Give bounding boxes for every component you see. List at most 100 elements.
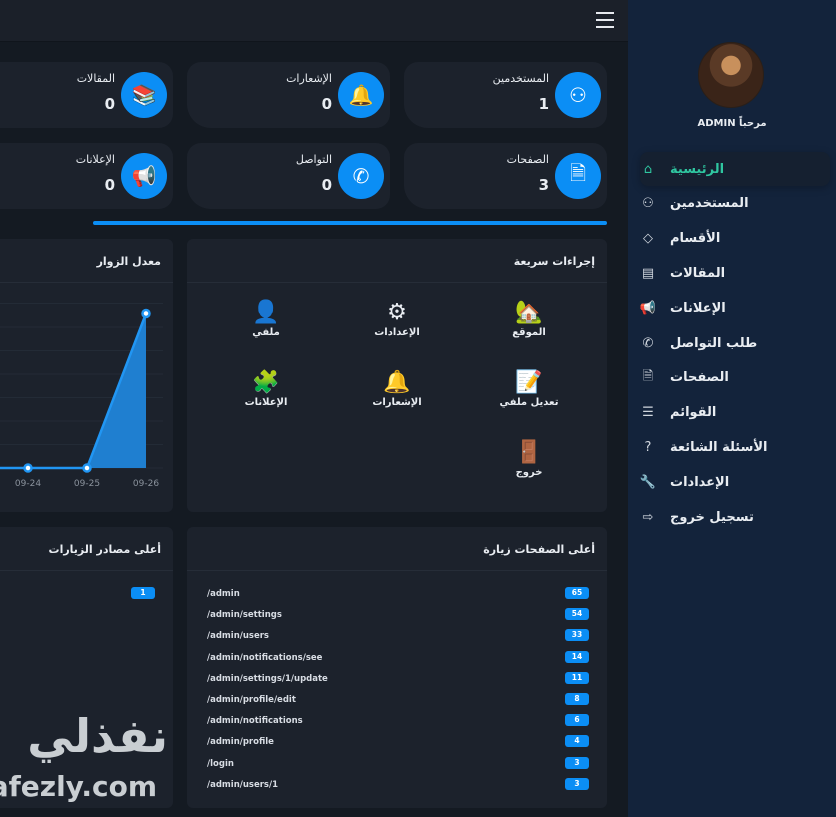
quick-action[interactable]: 🔔 الإشعارات <box>352 369 442 408</box>
logout-icon: ⇨ <box>642 509 654 525</box>
stat-value: 1 <box>538 95 549 113</box>
table-row[interactable]: /admin/settings 54 <box>207 606 589 627</box>
sidebar-item[interactable]: ✆ طلب التواصل <box>640 326 830 360</box>
sidebar-item[interactable]: 📢 الإعلانات <box>640 291 830 325</box>
stat-value: 0 <box>321 176 332 194</box>
quick-action[interactable]: 👤 ملفي <box>221 299 311 338</box>
sidebar-item-label: تسجيل خروج <box>670 509 754 525</box>
stat-card[interactable]: 📚 المقالات 0 <box>0 62 173 128</box>
wrench-icon: 🔧 <box>639 474 656 490</box>
progress-bar <box>93 221 607 225</box>
bell-icon: 🔔 <box>338 72 384 118</box>
sidebar-item[interactable]: 🗎 الصفحات <box>640 361 830 395</box>
welcome-text: مرحباً ADMIN <box>697 118 767 129</box>
source-row: 1 <box>10 585 155 606</box>
top-sources-title: أعلى مصادر الزيارات <box>0 527 173 571</box>
document-icon: 🗎 <box>642 368 654 384</box>
sidebar-item[interactable]: ▤ المقالات <box>640 256 830 290</box>
quick-action-label: ملفي <box>252 327 280 338</box>
count-badge: 3 <box>565 756 589 769</box>
stat-card[interactable]: 📢 الإعلانات 0 <box>0 143 173 209</box>
table-row[interactable]: /admin 65 <box>207 585 589 606</box>
document-icon: 🗎 <box>555 153 601 199</box>
top-bar <box>0 0 628 42</box>
stat-value: 3 <box>538 176 549 194</box>
sidebar-item-label: المستخدمين <box>670 196 749 212</box>
sidebar-item-label: الإعدادات <box>670 474 730 490</box>
sidebar-item[interactable]: ⚇ المستخدمين <box>640 187 830 221</box>
megaphone-icon: 📢 <box>121 153 167 199</box>
quick-action[interactable]: 🧩 الإعلانات <box>221 369 311 408</box>
table-row[interactable]: /login 3 <box>207 755 589 776</box>
sidebar-item-label: الرئيسية <box>670 161 725 177</box>
sidebar-item[interactable]: 🔧 الإعدادات <box>640 465 830 499</box>
stat-value: 0 <box>104 176 115 194</box>
quick-action-label: خروج <box>515 467 543 478</box>
count-badge: 65 <box>565 587 589 599</box>
sidebar-item-label: الصفحات <box>670 370 729 386</box>
table-row[interactable]: /admin/notifications/see 14 <box>207 649 589 670</box>
books-icon: 📚 <box>121 72 167 118</box>
avatar[interactable] <box>698 42 764 108</box>
x-tick-label: 09-24 <box>15 479 41 489</box>
stat-card[interactable]: 🔔 الإشعارات 0 <box>187 62 390 128</box>
quick-action[interactable]: 📝 تعديل ملفي <box>484 369 574 408</box>
sidebar-item[interactable]: ☰ القوائم <box>640 396 830 430</box>
sidebar-item[interactable]: ◇ الأقسام <box>640 222 830 256</box>
quick-action[interactable]: 🏡 الموقع <box>484 299 574 338</box>
quick-action-label: تعديل ملفي <box>499 397 559 408</box>
stat-card[interactable]: 🗎 الصفحات 3 <box>404 143 607 209</box>
sidebar-item-label: القوائم <box>670 405 717 421</box>
hamburger-icon[interactable] <box>596 12 614 28</box>
table-row[interactable]: /admin/profile/edit 8 <box>207 691 589 712</box>
stat-label: المقالات <box>76 72 115 85</box>
stat-value: 0 <box>104 95 115 113</box>
table-row[interactable]: /admin/notifications 6 <box>207 712 589 733</box>
top-sources-panel: أعلى مصادر الزيارات 1 <box>0 527 173 808</box>
edit-document-icon: 📝 <box>515 370 543 395</box>
visitors-panel: معدل الزوار 09-24 09-25 09-26 <box>0 239 173 512</box>
stat-card[interactable]: ⚇ المستخدمين 1 <box>404 62 607 128</box>
page-path: /admin/profile <box>207 737 274 748</box>
page-path: /admin/users <box>207 631 269 642</box>
house-icon: 🏡 <box>515 300 543 325</box>
sidebar: مرحباً ADMIN ⌂ الرئيسية ⚇ المستخدمين ◇ الأقسا… <box>628 0 836 817</box>
top-pages-title: أعلى الصفحات زيارة <box>187 527 607 571</box>
table-row[interactable]: /admin/users 33 <box>207 627 589 648</box>
table-row[interactable]: /admin/users/1 3 <box>207 776 589 797</box>
source-count-badge: 1 <box>131 587 155 599</box>
count-badge: 3 <box>565 777 589 790</box>
table-row[interactable]: /admin/profile 4 <box>207 733 589 754</box>
page-path: /login <box>207 758 234 769</box>
data-point <box>23 463 33 473</box>
home-icon: ⌂ <box>643 161 653 177</box>
quick-action[interactable]: ⚙ الإعدادات <box>352 299 442 338</box>
quick-action-label: الموقع <box>512 327 546 338</box>
visitors-title: معدل الزوار <box>0 239 173 283</box>
data-point <box>82 463 92 473</box>
page-path: /admin/settings/1/update <box>207 673 328 684</box>
nafezly-watermark-logo: نفذلي nafezly.com <box>0 709 168 803</box>
stat-label: الإشعارات <box>286 72 332 85</box>
area-fill <box>0 313 146 468</box>
list-icon: ☰ <box>642 405 654 421</box>
table-row[interactable]: /admin/settings/1/update 11 <box>207 670 589 691</box>
svg-text:nafezly.com: nafezly.com <box>0 770 157 803</box>
sidebar-item-label: الإعلانات <box>670 300 726 316</box>
sidebar-item-label: المقالات <box>670 265 726 281</box>
svg-text:نفذلي: نفذلي <box>27 709 168 763</box>
sidebar-item[interactable]: ? الأسئلة الشائعة <box>640 430 830 464</box>
phone-icon: ✆ <box>338 153 384 199</box>
exit-door-icon: 🚪 <box>515 440 543 465</box>
stat-card[interactable]: ✆ التواصل 0 <box>187 143 390 209</box>
quick-action-label: الإشعارات <box>372 397 422 408</box>
quick-action[interactable]: 🚪 خروج <box>484 439 574 478</box>
sidebar-item[interactable]: ⇨ تسجيل خروج <box>640 500 830 534</box>
visitors-chart: 09-24 09-25 09-26 <box>0 303 163 489</box>
megaphone-icon: 📢 <box>639 300 656 316</box>
users-icon: ⚇ <box>642 196 654 212</box>
count-badge: 6 <box>565 714 589 727</box>
users-icon: ⚇ <box>555 72 601 118</box>
sidebar-item[interactable]: ⌂ الرئيسية <box>640 152 830 186</box>
quick-action-label: الإعدادات <box>374 327 420 338</box>
